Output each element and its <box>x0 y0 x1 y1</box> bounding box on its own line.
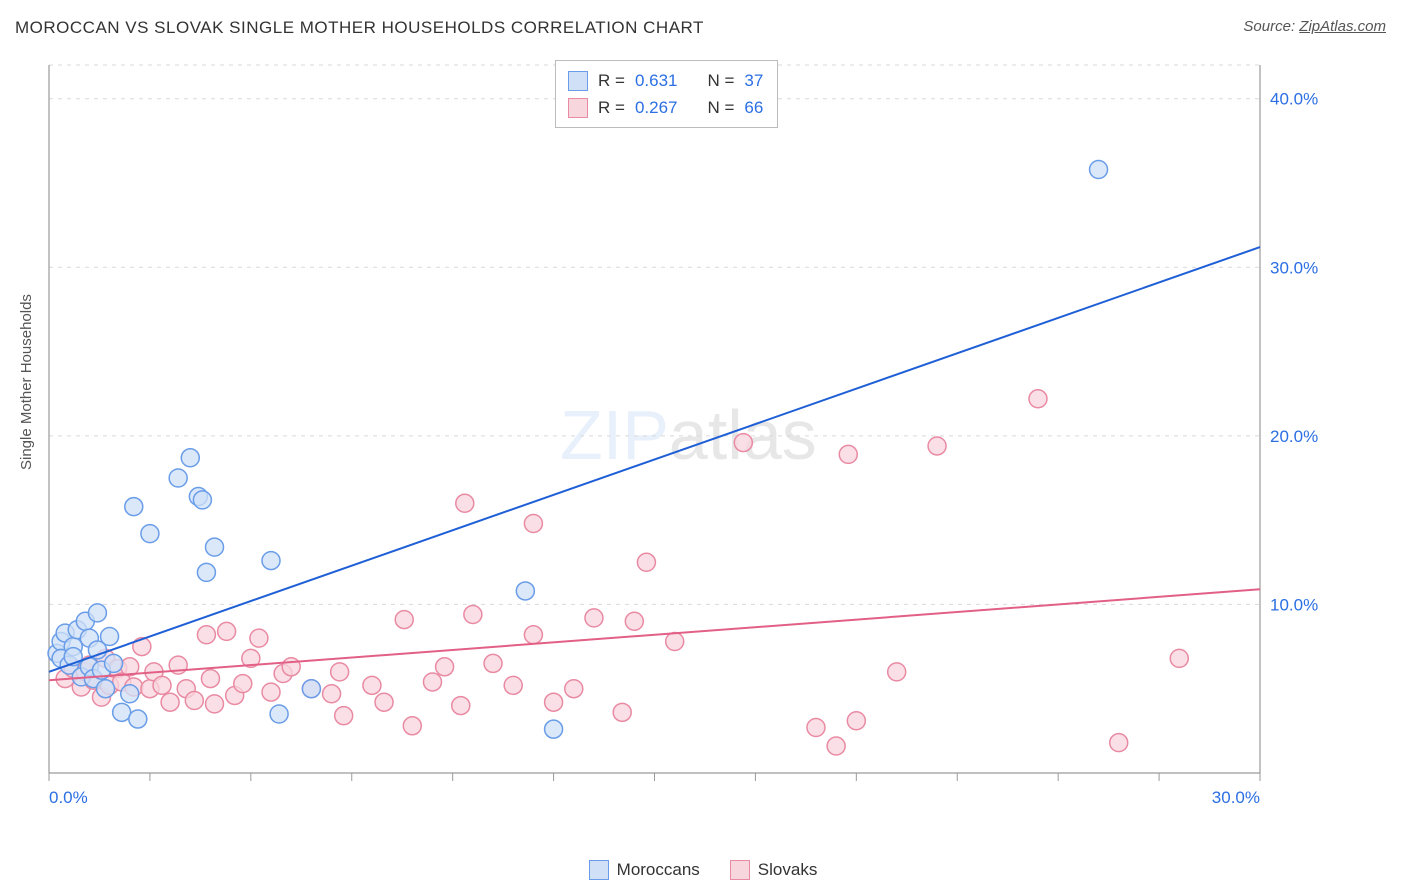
source-link[interactable]: ZipAtlas.com <box>1299 18 1386 35</box>
r-label: R = <box>598 67 625 94</box>
r-value-moroccans: 0.631 <box>635 67 678 94</box>
n-value-moroccans: 37 <box>744 67 763 94</box>
legend-label-moroccans: Moroccans <box>617 860 700 880</box>
r-value-slovaks: 0.267 <box>635 94 678 121</box>
legend-label-slovaks: Slovaks <box>758 860 818 880</box>
swatch-moroccans <box>568 71 588 91</box>
legend-item-slovaks: Slovaks <box>730 860 818 880</box>
swatch-slovaks <box>730 860 750 880</box>
source-attribution: Source: ZipAtlas.com <box>1243 18 1386 35</box>
chart-title: MOROCCAN VS SLOVAK SINGLE MOTHER HOUSEHO… <box>15 18 704 38</box>
legend-item-moroccans: Moroccans <box>589 860 700 880</box>
svg-text:40.0%: 40.0% <box>1270 90 1318 109</box>
n-label: N = <box>707 67 734 94</box>
svg-text:30.0%: 30.0% <box>1212 788 1260 807</box>
svg-text:20.0%: 20.0% <box>1270 427 1318 446</box>
swatch-moroccans <box>589 860 609 880</box>
chart-container: MOROCCAN VS SLOVAK SINGLE MOTHER HOUSEHO… <box>0 0 1406 892</box>
swatch-slovaks <box>568 98 588 118</box>
series-legend: Moroccans Slovaks <box>0 860 1406 880</box>
legend-row-slovaks: R = 0.267 N = 66 <box>568 94 763 121</box>
correlation-legend: R = 0.631 N = 37 R = 0.267 N = 66 <box>555 60 778 128</box>
source-prefix: Source: <box>1243 18 1299 35</box>
r-label: R = <box>598 94 625 121</box>
scatter-plot-svg: 10.0% 20.0% 30.0% 40.0% 0.0% 30.0% <box>45 55 1325 815</box>
plot-area: 10.0% 20.0% 30.0% 40.0% 0.0% 30.0% <box>45 55 1325 815</box>
svg-text:30.0%: 30.0% <box>1270 258 1318 277</box>
legend-row-moroccans: R = 0.631 N = 37 <box>568 67 763 94</box>
n-value-slovaks: 66 <box>744 94 763 121</box>
svg-text:0.0%: 0.0% <box>49 788 88 807</box>
y-axis-label: Single Mother Households <box>18 294 35 470</box>
n-label: N = <box>707 94 734 121</box>
svg-text:10.0%: 10.0% <box>1270 595 1318 614</box>
